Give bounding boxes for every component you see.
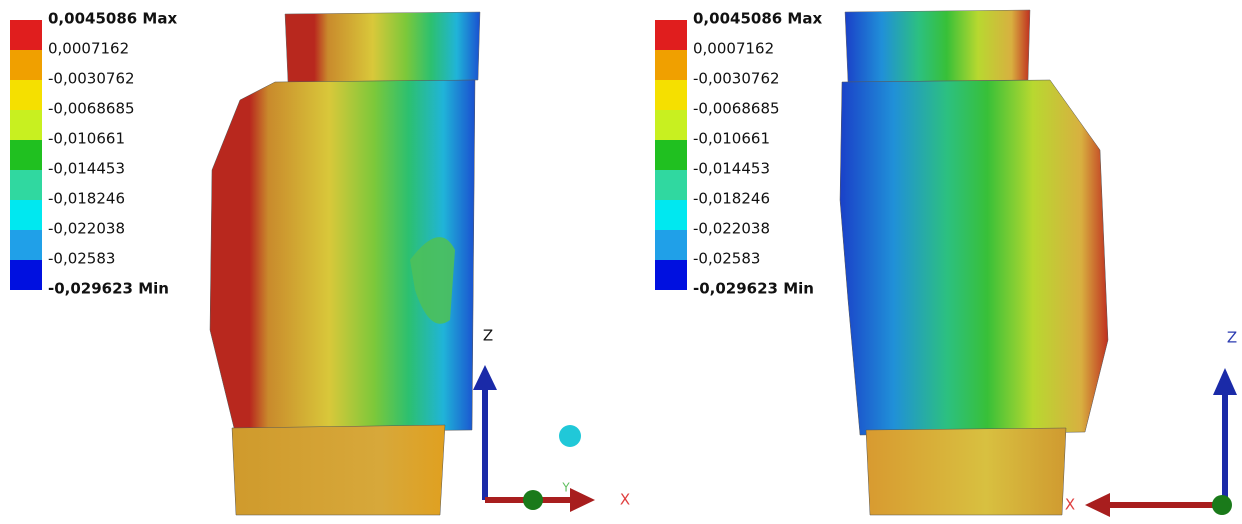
legend-label: -0,010661 [693, 130, 770, 148]
page: Contour plot {"panels": [ {"legend": ["0… [0, 0, 1242, 520]
legend-label: 0,0007162 [693, 40, 774, 58]
legend-label: -0,02583 [48, 250, 115, 268]
legend-label: -0,014453 [48, 160, 125, 178]
legend-label: -0,0068685 [693, 100, 780, 118]
legend-label: -0,018246 [48, 190, 125, 208]
legend-label: 0,0045086 Max [693, 10, 822, 28]
triad-left: Z X Y [473, 327, 630, 513]
legend-label: -0,029623 Min [693, 280, 814, 298]
legend-label: -0,0030762 [693, 70, 780, 88]
contour-view: Z X Y Z X 0,0045086 Max 0,0007162 -0,00307… [0, 0, 1242, 520]
legend-label: -0,02583 [693, 250, 760, 268]
legend-bar-right [655, 20, 687, 290]
axis-label: X [1065, 496, 1075, 514]
legend-label: 0,0045086 Max [48, 10, 177, 28]
axis-label: X [620, 491, 630, 509]
legend-label: -0,022038 [693, 220, 770, 238]
legend-label: 0,0007162 [48, 40, 129, 58]
legend-bar-left [10, 20, 42, 290]
legend-label: -0,029623 Min [48, 280, 169, 298]
legend-label: -0,0068685 [48, 100, 135, 118]
model-left [210, 12, 480, 515]
legend-label: -0,022038 [48, 220, 125, 238]
legend-label: -0,0030762 [48, 70, 135, 88]
page-body: Z X Y Z X 0,0045086 Max 0,0007162 -0,00307… [0, 0, 1242, 520]
axis-label: Z [483, 327, 493, 345]
axis-label: Z [1227, 329, 1237, 347]
axis-label: Y [561, 481, 570, 495]
legend-label: -0,010661 [48, 130, 125, 148]
model-right [840, 10, 1108, 515]
legend-label: -0,018246 [693, 190, 770, 208]
legend-label: -0,014453 [693, 160, 770, 178]
